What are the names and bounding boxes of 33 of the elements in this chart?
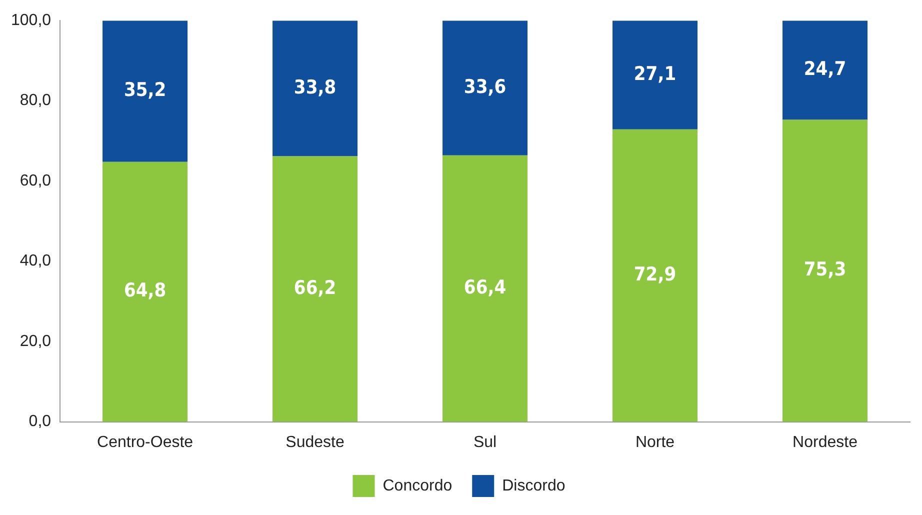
bar (102, 162, 188, 422)
bar (272, 156, 358, 422)
bar (782, 20, 868, 120)
bar (442, 20, 528, 156)
data-label: 24,7 (804, 58, 846, 80)
bar (272, 20, 358, 156)
data-label: 35,2 (124, 79, 166, 102)
y-tick-label: 40,0 (20, 252, 52, 270)
x-tick-label: Sudeste (286, 434, 344, 451)
legend-label: Discordo (502, 477, 566, 494)
x-tick-label: Norte (635, 434, 675, 451)
data-label: 64,8 (124, 280, 166, 302)
bar (102, 20, 188, 162)
y-tick-label: 20,0 (20, 332, 52, 350)
y-tick-label: 0,0 (28, 413, 52, 430)
x-tick-label: Centro-Oeste (97, 434, 194, 451)
data-label: 66,4 (464, 276, 506, 299)
data-label: 27,1 (634, 62, 676, 85)
bar (612, 129, 698, 422)
y-tick-label: 60,0 (20, 172, 52, 190)
y-tick-label: 100,0 (10, 12, 52, 30)
legend-label: Concordo (382, 477, 452, 494)
bar (442, 155, 528, 422)
data-label: 72,9 (634, 264, 676, 286)
data-label: 66,2 (294, 276, 336, 299)
x-tick-label: Sul (473, 434, 497, 451)
x-tick-label: Nordeste (792, 434, 858, 451)
y-tick-label: 80,0 (20, 92, 52, 110)
data-label: 75,3 (804, 258, 846, 281)
data-label: 33,6 (464, 76, 506, 98)
data-label: 33,8 (294, 76, 336, 98)
bar (612, 20, 698, 130)
bar (782, 120, 868, 422)
